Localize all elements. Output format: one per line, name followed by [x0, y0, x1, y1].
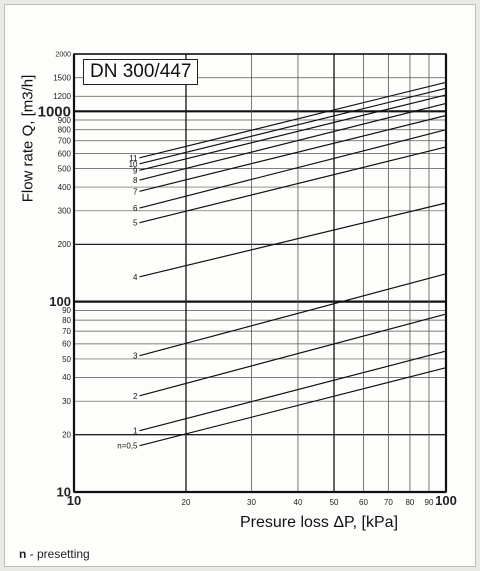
y-tick-label: 90: [62, 306, 71, 315]
y-tick-label: 700: [58, 137, 72, 146]
series-label: n=0,5: [117, 442, 138, 451]
plot-area: [74, 54, 446, 492]
x-tick-label: 70: [384, 498, 393, 507]
chart-title: DN 300/447: [83, 59, 199, 85]
x-tick-label: 10: [67, 493, 81, 508]
y-tick-label: 100: [49, 294, 71, 309]
y-tick-label: 500: [58, 164, 72, 173]
y-tick-label: 900: [58, 116, 72, 125]
y-tick-label: 70: [62, 327, 71, 336]
series-label: 6: [133, 204, 138, 213]
series-label: 1: [133, 427, 138, 436]
series-line-3: [139, 273, 447, 357]
x-tick-label: 80: [405, 498, 414, 507]
y-tick-label: 1000: [38, 104, 71, 121]
series-line-8: [139, 102, 447, 181]
plot-border: [73, 53, 447, 493]
series-line-2: [139, 313, 447, 397]
footnote-symbol: n: [19, 547, 27, 561]
x-tick-label: 90: [425, 498, 434, 507]
series-label: 7: [133, 187, 138, 196]
y-tick-label: 300: [58, 207, 72, 216]
series-line-7: [139, 114, 447, 192]
y-tick-label: 2000: [55, 51, 71, 58]
y-tick-label: 40: [62, 373, 71, 382]
series-label: 4: [133, 273, 138, 282]
x-tick-label: 30: [247, 498, 256, 507]
y-tick-label: 1200: [53, 92, 71, 101]
y-tick-label: 30: [62, 397, 71, 406]
series-line-5: [139, 146, 447, 224]
series-line-6: [139, 129, 447, 209]
y-tick-label: 400: [58, 183, 72, 192]
y-tick-label: 600: [58, 149, 72, 158]
x-tick-label: 60: [359, 498, 368, 507]
footnote-text: - presetting: [26, 547, 90, 561]
series-line-11: [139, 81, 447, 159]
series-line-n05: [139, 367, 447, 447]
footnote: n - presetting: [19, 547, 90, 561]
y-tick-label: 50: [62, 355, 71, 364]
series-label: 3: [133, 352, 138, 361]
x-axis-label: Presure loss ΔP, [kPa]: [240, 514, 399, 531]
series-line-10: [139, 87, 447, 165]
series-line-1: [139, 350, 447, 432]
series-label: 10: [129, 160, 138, 169]
y-tick-label: 800: [58, 126, 72, 135]
y-tick-label: 60: [62, 340, 71, 349]
x-tick-label: 40: [294, 498, 303, 507]
y-tick-label: 80: [62, 316, 71, 325]
y-tick-label: 200: [58, 240, 72, 249]
series-label: 11: [129, 154, 138, 163]
x-tick-label: 50: [330, 498, 339, 507]
y-tick-label: 10: [57, 485, 71, 500]
y-axis-label: Flow rate Q, [m3/h]: [19, 74, 37, 203]
series-label: 2: [133, 392, 138, 401]
series-label: 8: [133, 176, 138, 185]
series-label: 9: [133, 166, 138, 175]
series-label: 5: [133, 219, 138, 228]
series-line-9: [139, 94, 447, 171]
series-line-4: [139, 202, 447, 278]
x-tick-label: 100: [435, 493, 457, 508]
y-tick-label: 20: [62, 430, 71, 439]
x-tick-label: 20: [182, 498, 191, 507]
y-tick-label: 1500: [53, 74, 71, 83]
